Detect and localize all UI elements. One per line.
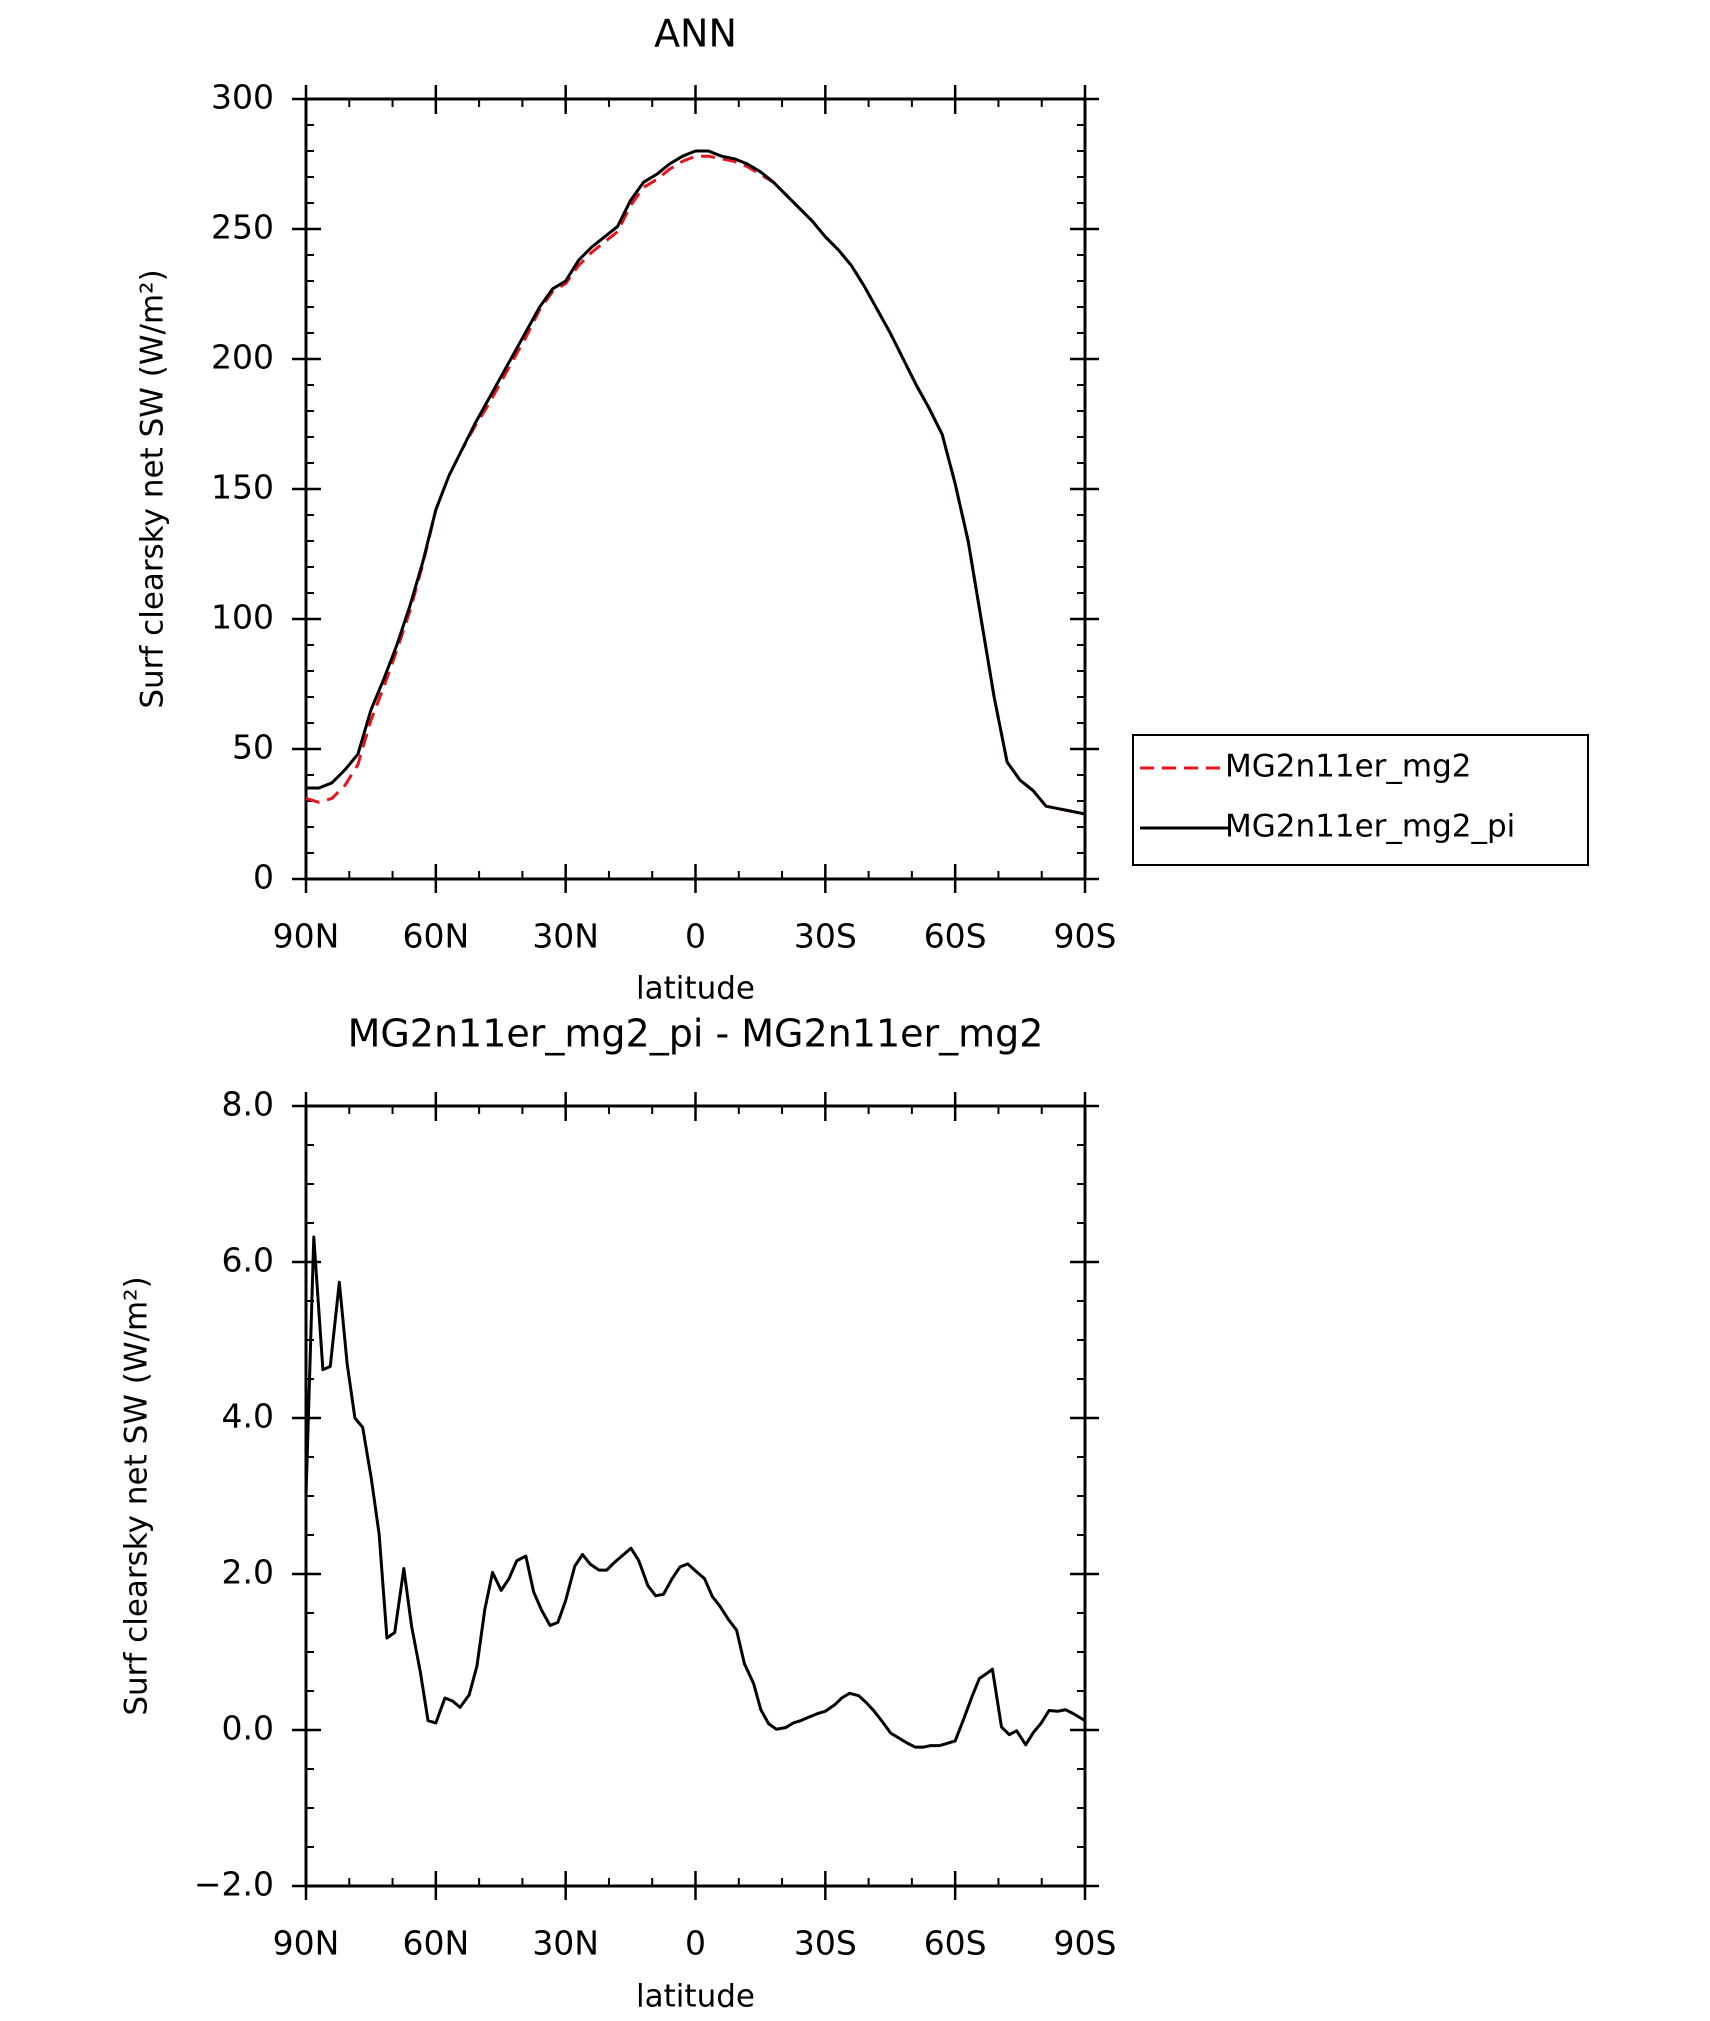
x-tick-label: 90N <box>273 1924 340 1963</box>
data-line <box>305 154 1086 816</box>
x-axis-label: latitude <box>636 971 755 1007</box>
chart: MG2n11er_mg2_pi - MG2n11er_mg2 latitude Su… <box>119 1012 1117 2015</box>
data-line <box>304 1235 1086 1749</box>
y-tick-label: 0.0 <box>222 1709 274 1748</box>
chart: ANN latitude Surf clearsky net SW (W/m²) 0 5… <box>135 12 1589 1007</box>
x-tick-label: 90S <box>1054 917 1117 956</box>
y-tick-label: −2.0 <box>194 1865 274 1904</box>
y-tick-label: 50 <box>232 728 274 767</box>
x-tick-label: 60S <box>924 917 987 956</box>
y-tick-label: 0 <box>253 858 274 897</box>
x-tick-label: 0 <box>685 917 706 956</box>
x-tick-label: 90N <box>273 917 340 956</box>
data-line <box>306 149 1086 816</box>
plot-frame <box>304 97 1087 881</box>
legend-label: MG2n11er_mg2 <box>1225 749 1472 785</box>
x-axis-label: latitude <box>636 1979 755 2015</box>
x-tick-label: 30S <box>794 917 857 956</box>
x-tick-label: 30N <box>532 1924 599 1963</box>
chart-title: MG2n11er_mg2_pi - MG2n11er_mg2 <box>348 1012 1044 1056</box>
y-tick-label: 200 <box>211 338 274 377</box>
y-tick-label: 100 <box>211 598 274 637</box>
y-tick-label: 2.0 <box>222 1553 274 1592</box>
y-tick-label: 150 <box>211 468 274 507</box>
y-tick-label: 6.0 <box>222 1241 274 1280</box>
legend-box <box>1132 734 1589 866</box>
y-axis-label: Surf clearsky net SW (W/m²) <box>119 1276 155 1715</box>
x-tick-label: 30S <box>794 1924 857 1963</box>
x-tick-label: 60N <box>402 1924 469 1963</box>
y-tick-label: 250 <box>211 208 274 247</box>
x-tick-label: 30N <box>532 917 599 956</box>
y-tick-label: 300 <box>211 78 274 117</box>
x-tick-label: 60N <box>402 917 469 956</box>
x-tick-label: 60S <box>924 1924 987 1963</box>
y-tick-label: 8.0 <box>222 1085 274 1124</box>
plot-frame <box>304 1104 1087 1888</box>
y-tick-label: 4.0 <box>222 1397 274 1436</box>
x-tick-label: 90S <box>1054 1924 1117 1963</box>
chart-title: ANN <box>654 12 737 56</box>
legend-label: MG2n11er_mg2_pi <box>1225 809 1515 845</box>
x-tick-label: 0 <box>685 1924 706 1963</box>
y-axis-label: Surf clearsky net SW (W/m²) <box>135 269 171 708</box>
